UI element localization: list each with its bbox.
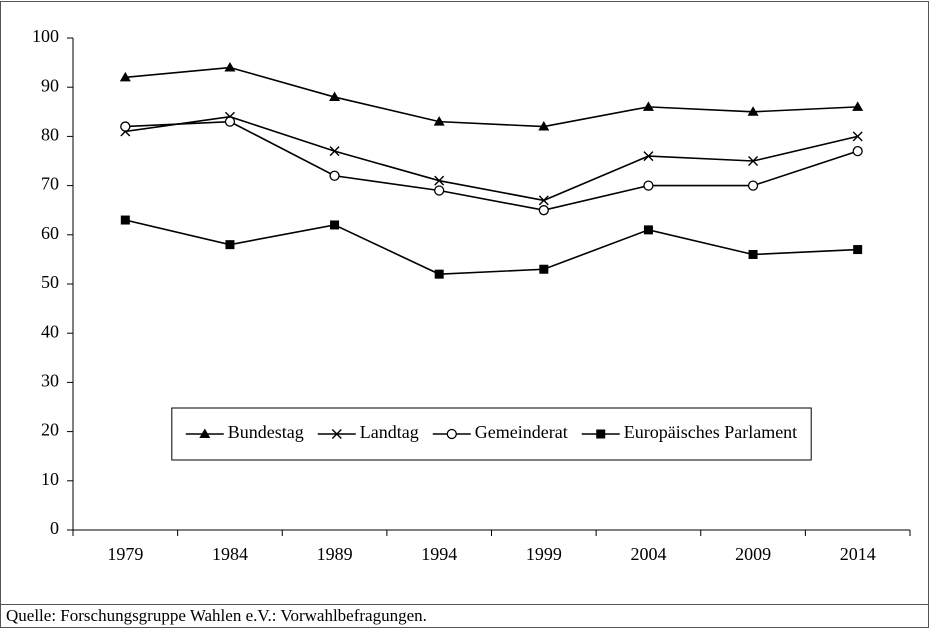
x-tick-label: 2014 [840, 544, 876, 564]
legend-label: Landtag [360, 422, 419, 442]
marker-circle [446, 428, 457, 440]
marker-square [225, 240, 235, 250]
x-tick-label: 2004 [630, 544, 666, 564]
y-tick-label: 70 [41, 174, 59, 194]
marker-x [329, 146, 340, 157]
legend-label: Europäisches Parlament [624, 422, 797, 442]
marker-triangle [199, 428, 211, 438]
legend-item: Europäisches Parlament [581, 422, 797, 442]
marker-x [748, 156, 759, 166]
legend: Bundestag Landtag Gemeinderat Europäisches … [171, 407, 812, 461]
marker-circle [852, 146, 863, 157]
y-tick-label: 50 [41, 272, 59, 292]
marker-triangle [224, 62, 236, 72]
y-tick-label: 100 [32, 26, 59, 46]
marker-square [330, 220, 340, 230]
marker-x [852, 131, 863, 142]
marker-triangle [433, 116, 445, 126]
y-tick-label: 90 [41, 75, 59, 95]
y-tick-label: 40 [41, 321, 59, 341]
legend-item: Landtag [317, 422, 419, 442]
series-line [125, 219, 858, 275]
marker-x [331, 429, 342, 439]
marker-circle [224, 116, 236, 127]
marker-square [748, 249, 758, 259]
marker-circle [329, 170, 340, 181]
x-tick-label: 1984 [212, 544, 248, 564]
y-tick-label: 0 [50, 518, 59, 538]
legend-label: Gemeinderat [475, 422, 568, 442]
series-line [125, 66, 858, 128]
marker-square [596, 429, 606, 439]
marker-square [434, 269, 444, 279]
marker-triangle [642, 101, 654, 111]
marker-circle [434, 185, 445, 196]
x-tick-label: 2009 [735, 544, 771, 564]
marker-circle [747, 180, 759, 191]
marker-square [120, 215, 130, 225]
marker-x [434, 175, 445, 186]
legend-box [171, 407, 812, 461]
legend-label: Bundestag [228, 422, 304, 442]
marker-circle [643, 180, 654, 191]
source-note: Quelle: Forschungsgruppe Wahlen e.V.: Vo… [6, 606, 427, 625]
y-tick-label: 20 [41, 420, 59, 440]
marker-circle [120, 121, 131, 132]
y-tick-label: 10 [41, 469, 59, 489]
legend-item: Bundestag [185, 422, 304, 442]
x-tick-label: 1999 [526, 544, 562, 564]
marker-triangle [538, 121, 550, 131]
x-tick-label: 1989 [317, 544, 353, 564]
series-line [125, 120, 858, 212]
y-tick-label: 30 [41, 371, 59, 391]
marker-x [643, 151, 654, 162]
marker-triangle [329, 91, 341, 102]
marker-square [853, 245, 863, 255]
marker-triangle [119, 71, 131, 82]
marker-triangle [747, 106, 759, 116]
y-tick-label: 60 [41, 223, 59, 243]
marker-square [539, 264, 549, 274]
marker-circle [538, 205, 549, 216]
marker-square [643, 225, 653, 235]
legend-item: Gemeinderat [432, 422, 568, 442]
y-tick-label: 80 [41, 125, 59, 145]
marker-x [538, 195, 549, 206]
series-line [125, 115, 858, 202]
marker-triangle [852, 101, 864, 111]
x-tick-label: 1994 [421, 544, 457, 564]
x-tick-label: 1979 [107, 544, 143, 564]
